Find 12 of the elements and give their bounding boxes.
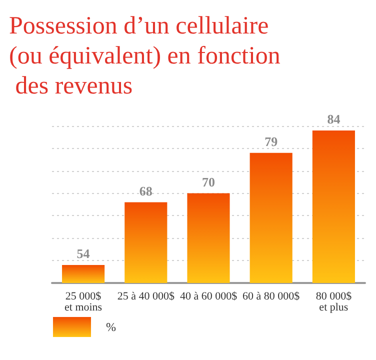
x-tick-label: 40 à 60 000$: [180, 290, 238, 302]
data-label: 54: [76, 246, 90, 262]
data-label: 68: [139, 183, 153, 198]
data-label: 84: [327, 111, 341, 126]
data-label: 70: [202, 174, 215, 190]
x-tick-label: 60 à 80 000$: [242, 290, 300, 302]
data-label: 79: [264, 134, 278, 149]
x-tick-label: 25 à 40 000$: [117, 290, 175, 302]
x-tick-label: 25 000$ et moins: [64, 290, 102, 314]
legend-label: %: [106, 320, 116, 334]
chart-title: Possession d’un cellulaire (ou équivalent) en fonction des revenus: [9, 12, 281, 100]
x-tick-label: 80 000$ et plus: [316, 290, 352, 314]
